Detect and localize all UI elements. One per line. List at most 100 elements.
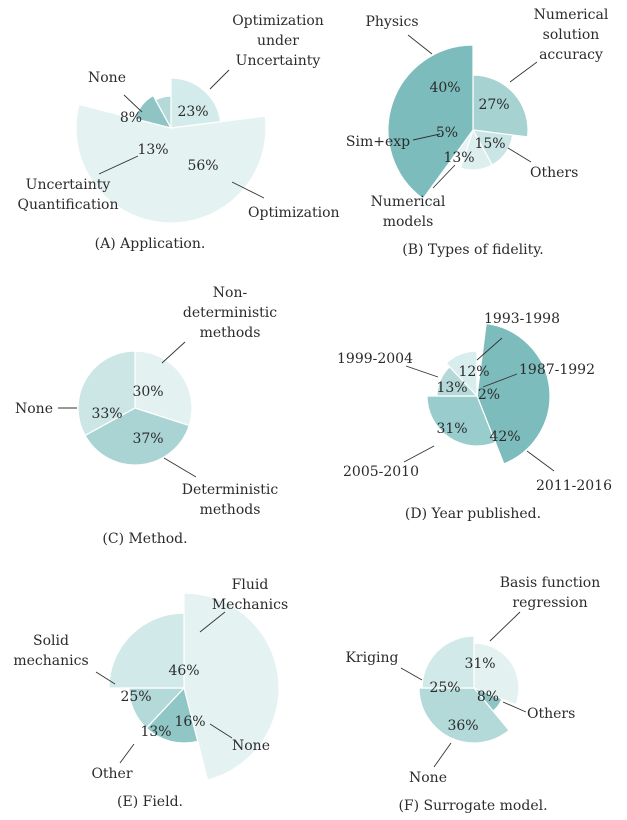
leader-line-1993-1998 [476,337,503,361]
slice-none [154,95,172,129]
category-label-none: None [232,738,270,754]
category-label-solid-mechanics: Solid mechanics [13,633,88,669]
pie-chart-3: 30% 37% 33% Non-deterministic methods Determi… [15,285,278,547]
value-label-fluid-mechanics: 46% [168,663,199,679]
slice-uncertainty-quantification [134,94,173,129]
value-label-kriging: 25% [429,680,460,696]
value-label-sim-exp: 5% [436,125,458,141]
value-label-none: 16% [174,714,205,730]
leader-line-numerical-models [432,164,456,189]
category-label-2005-2010: 2005-2010 [343,464,419,480]
category-label-physics: Physics [365,14,418,30]
value-label-numerical-solution-accuracy: 27% [478,97,509,113]
value-label-none: 8% [120,110,142,126]
value-label-1999-2004: 13% [436,380,467,396]
chart-caption: (A) Application. [95,236,206,252]
value-label-solid-mechanics: 25% [120,689,151,705]
value-label-basis-function-regression: 31% [464,656,495,672]
leader-line-numerical-solution-accuracy [509,61,538,83]
slice-numerical-models [459,128,494,171]
value-label-optimization: 56% [187,158,218,174]
category-label-fluid-mechanics: Fluid Mechanics [212,577,288,613]
leader-line-1999-2004 [405,365,439,378]
category-label-other: Other [91,766,132,782]
category-label-sim-exp: Sim+exp [346,134,410,150]
value-label-none: 33% [91,406,122,422]
leader-line-deterministic-methods [163,457,197,478]
value-label-other: 13% [140,724,171,740]
chart-caption: (F) Surrogate model. [398,798,547,814]
category-label-2011-2016: 2011-2016 [536,478,612,494]
value-label-non-deterministic-methods: 30% [132,384,163,400]
leader-line-kriging [400,667,423,681]
leader-line-sim-exp [412,133,441,141]
leader-line-optimization [231,181,265,199]
value-label-optimization-under-uncertainty: 23% [177,104,208,120]
slice-numerical-solution-accuracy [472,74,529,138]
category-label-numerical-models: Numerical models [371,194,446,230]
chart-caption: (D) Year published. [405,506,541,522]
category-label-non-deterministic-methods: Non-deterministic methods [183,285,277,341]
category-label-none: None [88,70,126,86]
leader-line-others [507,147,532,163]
slice-optimization [75,103,267,224]
pie-chart-5: 46% 16%13% 25% Fluid Mechanics None Other Solid… [13,577,288,810]
leader-line-physics [407,34,433,55]
category-label-kriging: Kriging [345,650,398,666]
leader-line-fluid-mechanics [199,611,226,633]
value-label-2011-2016: 42% [489,429,520,445]
leader-line-none [209,723,233,739]
slice-fluid-mechanics [183,592,280,781]
pie-chart-1: 23% 56% 13% 8% Optimization under Uncertainty O… [17,13,339,252]
slice-1993-1998 [445,350,478,398]
leader-line-uncertainty-quantification [98,155,139,175]
category-label-optimization: Optimization [248,205,340,221]
pie-chart-4: 2% 42% 31% 13%12% 1987-1992 2011-2016 2005-201… [337,311,612,522]
leader-line-others [502,701,527,713]
slice-none [145,686,199,744]
leader-line-solid-mechanics [95,671,116,685]
category-label-1987-1992: 1987-1992 [519,362,595,378]
leader-line-other [119,743,135,764]
slice-solid-mechanics [108,612,185,689]
slice-none [418,687,510,744]
slice-optimization-under-uncertainty [170,77,222,129]
chart-caption: (B) Types of fidelity. [402,242,544,258]
value-label-others: 15% [474,136,505,152]
category-label-basis-function-regression: Basis function regression [500,575,601,611]
category-label-others: Others [530,165,578,181]
leader-line-none [123,94,143,113]
slice-2011-2016 [476,322,551,465]
leader-line-non-deterministic-methods [161,341,186,364]
value-label-1993-1998: 12% [458,364,489,380]
value-label-2005-2010: 31% [436,421,467,437]
leader-line-basis-function-regression [489,611,521,642]
leader-line-2005-2010 [403,445,435,463]
pie-chart-6: 31% 8% 36% 25% Basis function regression Other… [345,575,600,814]
category-label-1993-1998: 1993-1998 [484,311,560,327]
pie-chart-2: 27% 15%13% 5% 40% Numerical solution accuracy O… [346,7,609,258]
slice-none [77,350,136,437]
category-label-optimization-under-uncertainty: Optimization under Uncertainty [232,13,324,69]
value-label-physics: 40% [429,80,460,96]
slice-kriging [421,635,475,689]
slice-non-deterministic-methods [134,350,193,427]
category-label-others: Others [527,706,575,722]
category-label-1999-2004: 1999-2004 [337,351,413,367]
value-label-1987-1992: 2% [478,387,500,403]
slice-physics [387,44,474,200]
value-label-deterministic-methods: 37% [132,431,163,447]
chart-caption: (E) Field. [117,794,183,810]
value-label-numerical-models: 13% [443,150,474,166]
category-label-none: None [409,770,447,786]
slice-deterministic-methods [84,407,190,466]
value-label-none: 36% [447,718,478,734]
leader-line-optimization-under-uncertainty [209,69,230,90]
chart-caption: (C) Method. [102,531,187,547]
leader-line-2011-2016 [526,450,555,472]
category-label-uncertainty-quantification: Uncertainty Quantification [17,177,118,213]
leader-line-none [433,742,452,768]
value-label-others: 8% [477,689,499,705]
slice-basis-function-regression [473,642,520,706]
